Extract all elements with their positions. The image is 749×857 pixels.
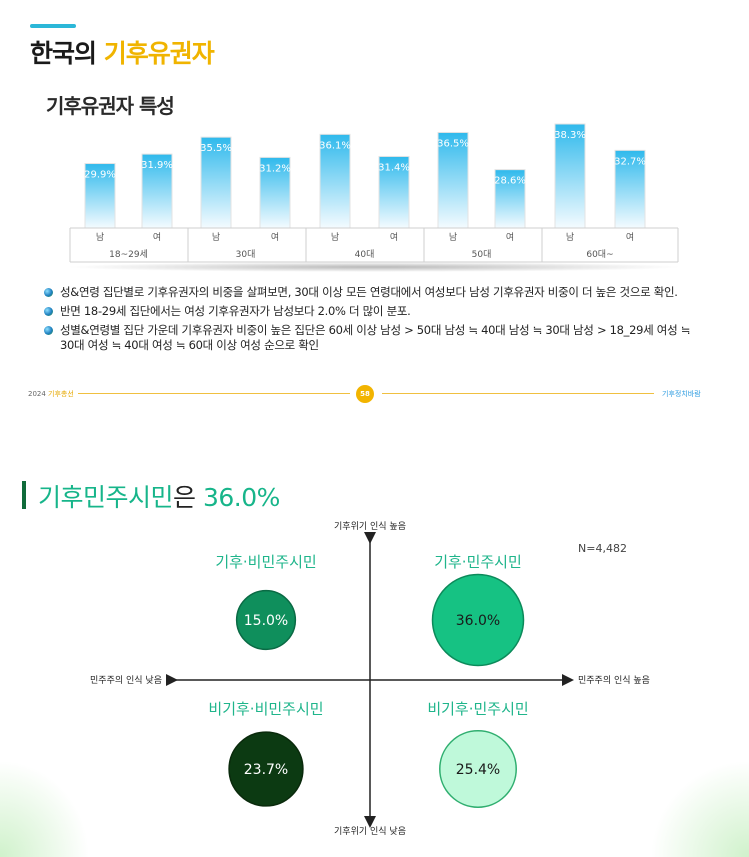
bar-value-label: 35.5% — [200, 143, 232, 154]
title-accent-bar — [30, 24, 76, 28]
corner-decoration-left — [0, 760, 90, 857]
bullet-text: 성&연령 집단별로 기후유권자의 비중을 살펴보면, 30대 이상 모든 연령대… — [60, 285, 678, 299]
bubble-value-label: 15.0% — [244, 613, 288, 629]
quadrant-name-label: 기후·민주시민 — [434, 553, 522, 571]
bar — [200, 136, 232, 229]
bar-value-label: 38.3% — [554, 130, 586, 141]
axis-label-left: 민주주의 인식 낮음 — [90, 675, 162, 686]
footer-highlight: 기후총선 — [48, 390, 74, 398]
section-title-dark: 은 — [173, 483, 203, 512]
bullet-item: 반면 18-29세 집단에서는 여성 기후유권자가 남성보다 2.0% 더 많이… — [44, 304, 694, 319]
section-title: 기후민주시민은 36.0% — [38, 478, 280, 514]
bullet-globe-icon — [44, 307, 53, 316]
page-title-highlight: 기후유권자 — [103, 39, 215, 68]
page-title: 한국의 기후유권자 — [30, 34, 215, 70]
category-tick-label: 남 — [566, 232, 574, 243]
bubble-value-label: 25.4% — [456, 762, 500, 778]
bullet-list: 성&연령 집단별로 기후유권자의 비중을 살펴보면, 30대 이상 모든 연령대… — [44, 285, 694, 357]
bar-chart-panel: 29.9% 31.9% 35.5% 31.2% 36.1% 31.4% 36.5% 28.6%… — [64, 116, 680, 266]
bar-chart: 29.9% 31.9% 35.5% 31.2% 36.1% 31.4% 36.5% 28.6%… — [69, 123, 679, 263]
footer-divider-left — [78, 393, 350, 394]
bar-value-label: 31.4% — [378, 162, 410, 173]
section-title-value: 36.0% — [202, 483, 280, 512]
bar — [141, 153, 173, 229]
category-tick-label: 여 — [153, 231, 161, 243]
bullet-item: 성별&연령별 집단 가운데 기후유권자 비중이 높은 집단은 60세 이상 남성… — [44, 323, 694, 353]
bar — [614, 149, 646, 229]
bullet-text: 성별&연령별 집단 가운데 기후유권자 비중이 높은 집단은 60세 이상 남성… — [60, 323, 691, 352]
bar-value-label: 29.9% — [84, 170, 116, 181]
bar-value-label: 36.1% — [319, 140, 351, 151]
axis-label-bottom: 기후위기 인식 낮음 — [334, 826, 406, 837]
quadrant-bubble — [235, 589, 297, 651]
category-tick-label: 남 — [449, 232, 457, 243]
category-tick-label: 여 — [506, 231, 514, 243]
bar-value-label: 28.6% — [494, 176, 526, 187]
footer-divider-right — [382, 393, 654, 394]
bar-value-label: 31.2% — [259, 163, 291, 174]
group-tick-label: 60대~ — [586, 249, 613, 260]
bullet-globe-icon — [44, 326, 53, 335]
axis-label-right: 민주주의 인식 높음 — [578, 675, 650, 686]
section-title-green: 기후민주시민 — [38, 483, 174, 512]
page-title-prefix: 한국의 — [30, 39, 104, 68]
sample-size-label: N=4,482 — [578, 542, 627, 555]
quadrant-chart: 기후위기 인식 높음 기후위기 인식 낮음 민주주의 인식 낮음 민주주의 인식… — [90, 521, 650, 837]
footer-left: 2024 기후총선 — [28, 389, 74, 399]
group-tick-label: 18~29세 — [109, 249, 148, 260]
quadrant-name-label: 기후·비민주시민 — [215, 553, 316, 571]
bubble-value-label: 23.7% — [244, 762, 288, 778]
quadrant-name-label: 비기후·비민주시민 — [208, 700, 323, 718]
quadrant-bubble — [439, 730, 517, 808]
quadrant-name-label: 비기후·민주시민 — [427, 700, 528, 718]
bullet-item: 성&연령 집단별로 기후유권자의 비중을 살펴보면, 30대 이상 모든 연령대… — [44, 285, 694, 300]
footer-year: 2024 — [28, 390, 49, 398]
group-tick-label: 30대 — [236, 249, 256, 260]
group-tick-label: 40대 — [355, 249, 375, 260]
bullet-globe-icon — [44, 288, 53, 297]
category-tick-label: 여 — [626, 231, 634, 243]
bar-value-label: 31.9% — [141, 160, 173, 171]
quadrant-bubble — [228, 731, 304, 807]
bar-value-label: 32.7% — [614, 156, 646, 167]
group-tick-label: 50대 — [472, 249, 492, 260]
chart-subtitle: 기후유권자 특성 — [46, 94, 175, 118]
bar-value-label: 36.5% — [437, 138, 469, 149]
page-number: 58 — [356, 385, 374, 403]
category-tick-label: 남 — [96, 232, 104, 243]
category-tick-label: 여 — [271, 231, 279, 243]
category-tick-label: 남 — [212, 232, 220, 243]
category-tick-label: 여 — [390, 231, 398, 243]
category-tick-label: 남 — [331, 232, 339, 243]
footer-right: 기후정치바람 — [662, 390, 701, 398]
bullet-text: 반면 18-29세 집단에서는 여성 기후유권자가 남성보다 2.0% 더 많이… — [60, 304, 411, 318]
chart-panel-shadow — [64, 262, 684, 272]
bubble-value-label: 36.0% — [456, 613, 500, 629]
axis-label-top: 기후위기 인식 높음 — [334, 521, 406, 532]
quadrant-bubble — [431, 573, 525, 667]
corner-decoration-right — [650, 760, 749, 857]
bar — [554, 123, 586, 229]
section-accent-bar — [22, 481, 26, 509]
